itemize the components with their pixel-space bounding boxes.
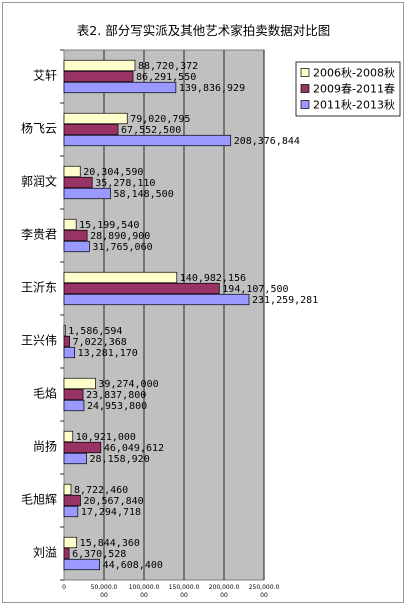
- bar: [63, 229, 88, 242]
- data-label: 1,586,594: [68, 326, 122, 337]
- bar: [63, 558, 101, 571]
- data-label: 46,049,612: [104, 443, 164, 454]
- category-label: 郭润文: [21, 174, 57, 189]
- category-label: 王兴伟: [21, 334, 57, 348]
- data-label: 24,953,800: [87, 401, 147, 412]
- bar: [63, 441, 102, 454]
- data-label: 31,765,060: [92, 242, 152, 253]
- bar: [63, 165, 81, 178]
- category-label: 尚扬: [33, 439, 57, 454]
- bar: [63, 134, 232, 147]
- data-label: 208,376,844: [234, 136, 300, 147]
- chart-title: 表2. 部分写实派及其他艺术家拍卖数据对比图: [76, 23, 331, 38]
- bar: [63, 388, 84, 401]
- data-label: 139,836,929: [179, 83, 245, 94]
- category-label: 毛旭辉: [21, 493, 57, 507]
- category-label: 李贵君: [21, 227, 57, 242]
- data-label: 28,158,920: [90, 454, 150, 465]
- data-label: 79,020,795: [130, 114, 190, 125]
- legend-label: 2006秋-2008秋: [313, 66, 395, 80]
- data-label: 194,107,500: [222, 284, 288, 295]
- bar: [63, 187, 111, 200]
- x-tick-label: 150,000.0 00: [169, 584, 200, 599]
- data-label: 6,370,528: [72, 549, 126, 560]
- data-label: 39,274,000: [98, 379, 158, 390]
- category-label: 刘溢: [33, 546, 57, 560]
- data-label: 8,722,460: [74, 485, 128, 496]
- bar: [63, 81, 177, 94]
- bar: [63, 271, 178, 284]
- data-label: 20,567,840: [83, 496, 143, 507]
- category-label: 杨飞云: [21, 121, 57, 136]
- bar: [63, 70, 134, 83]
- data-label: 13,281,170: [78, 348, 138, 359]
- bar: [63, 346, 75, 359]
- data-label: 140,982,156: [180, 273, 246, 284]
- legend-swatch: [300, 68, 310, 77]
- x-tick-label: 100,000.0 00: [129, 584, 160, 599]
- bar: [63, 536, 78, 549]
- data-label: 7,022,368: [73, 337, 127, 348]
- x-tick-label: 0: [62, 584, 66, 591]
- category-label: 艾轩: [33, 69, 57, 83]
- bar: [63, 240, 90, 253]
- category-label: 王沂东: [21, 281, 57, 295]
- bar: [63, 324, 66, 337]
- data-label: 86,291,550: [136, 72, 196, 83]
- legend-label: 2011秋-2013秋: [313, 98, 395, 112]
- legend-box: [295, 61, 401, 117]
- bar: [63, 293, 250, 306]
- data-label: 67,552,500: [121, 125, 181, 136]
- bar: [63, 430, 74, 443]
- category-label: 毛焰: [33, 386, 57, 401]
- data-label: 23,837,800: [86, 390, 146, 401]
- data-label: 15,199,540: [79, 220, 139, 231]
- data-label: 10,921,000: [76, 432, 136, 443]
- data-label: 20,304,590: [83, 167, 143, 178]
- data-label: 88,720,372: [138, 61, 198, 72]
- bar: [63, 112, 128, 125]
- data-label: 58,148,500: [114, 189, 174, 200]
- bar: [63, 176, 93, 189]
- x-tick-label: 200,000.0 00: [209, 584, 240, 599]
- data-label: 15,844,360: [80, 538, 140, 549]
- bar: [63, 335, 70, 348]
- bar: [63, 59, 136, 72]
- x-tick-label: 50,000.0 00: [91, 584, 118, 599]
- data-label: 35,278,110: [95, 178, 155, 189]
- x-tick-label: 250,000.0 00: [249, 584, 280, 599]
- legend-swatch: [300, 100, 310, 109]
- data-label: 17,294,718: [81, 507, 141, 518]
- bar: [63, 377, 96, 390]
- legend-swatch: [300, 84, 310, 93]
- bar: [63, 452, 87, 465]
- bar: [63, 218, 77, 231]
- bar: [63, 505, 79, 518]
- data-label: 231,259,281: [252, 295, 318, 306]
- data-label: 44,608,400: [103, 560, 163, 571]
- bar: [63, 123, 119, 136]
- legend-label: 2009春-2011春: [313, 83, 395, 96]
- bar: [63, 547, 70, 560]
- bar: [63, 399, 85, 412]
- data-label: 28,890,900: [90, 231, 150, 242]
- bar: [63, 494, 81, 507]
- bar: [63, 282, 220, 295]
- bar: [63, 483, 72, 496]
